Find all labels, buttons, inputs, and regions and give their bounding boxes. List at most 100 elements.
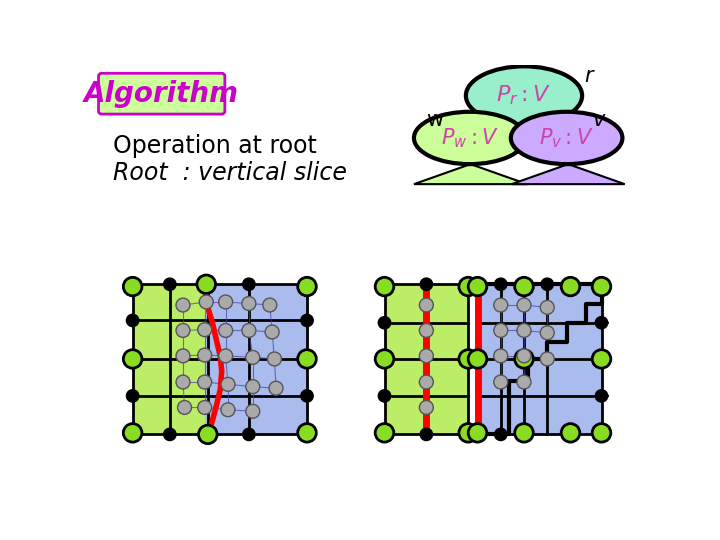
Circle shape (297, 423, 316, 442)
Circle shape (123, 278, 142, 296)
Text: Operation at root: Operation at root (113, 134, 317, 158)
Circle shape (199, 425, 217, 444)
Circle shape (263, 298, 276, 312)
Circle shape (297, 278, 316, 296)
Circle shape (243, 278, 255, 291)
Circle shape (595, 316, 608, 329)
Bar (132, 284, 307, 434)
Circle shape (243, 428, 255, 441)
Circle shape (494, 349, 508, 363)
Text: Root  : vertical slice: Root : vertical slice (113, 160, 347, 185)
Text: $P_v : V$: $P_v : V$ (539, 126, 594, 150)
Circle shape (517, 375, 531, 389)
Circle shape (495, 428, 507, 441)
Circle shape (198, 375, 212, 389)
Circle shape (561, 423, 580, 442)
Circle shape (420, 428, 433, 441)
Circle shape (459, 423, 477, 442)
Circle shape (242, 296, 256, 310)
Text: $P_w : V$: $P_w : V$ (441, 126, 499, 150)
Circle shape (221, 403, 235, 417)
Circle shape (468, 423, 487, 442)
Circle shape (517, 298, 531, 312)
Bar (477, 284, 601, 434)
Circle shape (468, 350, 487, 368)
Circle shape (375, 350, 394, 368)
Circle shape (419, 323, 433, 338)
Circle shape (127, 314, 139, 327)
Circle shape (595, 390, 608, 402)
Ellipse shape (414, 112, 526, 164)
Circle shape (246, 404, 260, 418)
Circle shape (219, 323, 233, 338)
Circle shape (219, 295, 233, 309)
Circle shape (269, 381, 283, 395)
Circle shape (198, 323, 212, 336)
Circle shape (378, 390, 391, 402)
Bar (384, 284, 468, 434)
Circle shape (246, 380, 260, 394)
Circle shape (267, 352, 282, 366)
Circle shape (593, 350, 611, 368)
Circle shape (301, 390, 313, 402)
Text: w: w (426, 110, 444, 130)
Circle shape (494, 323, 508, 338)
Circle shape (219, 349, 233, 363)
Circle shape (561, 278, 580, 296)
Ellipse shape (466, 66, 582, 125)
Circle shape (242, 323, 256, 338)
Circle shape (515, 423, 534, 442)
Circle shape (419, 349, 433, 363)
Circle shape (593, 278, 611, 296)
Circle shape (123, 350, 142, 368)
Circle shape (198, 401, 212, 414)
Circle shape (494, 298, 508, 312)
Circle shape (541, 278, 554, 291)
Text: $P_r : V$: $P_r : V$ (497, 84, 552, 107)
Circle shape (176, 375, 190, 389)
Circle shape (176, 323, 190, 338)
Circle shape (515, 350, 534, 368)
Ellipse shape (510, 112, 622, 164)
Polygon shape (512, 164, 625, 184)
Circle shape (178, 401, 192, 414)
Circle shape (375, 278, 394, 296)
Circle shape (419, 375, 433, 389)
Circle shape (494, 375, 508, 389)
Polygon shape (204, 284, 307, 434)
Circle shape (517, 323, 531, 338)
Circle shape (375, 423, 394, 442)
Circle shape (593, 423, 611, 442)
Polygon shape (414, 164, 527, 184)
Text: r: r (584, 66, 593, 86)
Circle shape (540, 300, 554, 314)
Circle shape (420, 278, 433, 291)
Circle shape (459, 278, 477, 296)
Circle shape (176, 349, 190, 363)
Circle shape (163, 428, 176, 441)
Circle shape (163, 278, 176, 291)
Circle shape (495, 278, 507, 291)
Circle shape (197, 275, 215, 294)
Circle shape (468, 278, 487, 296)
Circle shape (459, 350, 477, 368)
Text: v: v (593, 110, 606, 130)
Circle shape (265, 325, 279, 339)
Circle shape (419, 401, 433, 414)
Circle shape (297, 350, 316, 368)
Text: Algorithm: Algorithm (84, 80, 239, 107)
Circle shape (517, 349, 531, 363)
Circle shape (221, 377, 235, 392)
Circle shape (199, 295, 213, 309)
Circle shape (419, 298, 433, 312)
Circle shape (301, 314, 313, 327)
Circle shape (515, 278, 534, 296)
Circle shape (127, 390, 139, 402)
Circle shape (540, 352, 554, 366)
FancyBboxPatch shape (99, 73, 225, 114)
Circle shape (246, 350, 260, 365)
Circle shape (198, 348, 212, 362)
Circle shape (123, 423, 142, 442)
Circle shape (540, 326, 554, 340)
Circle shape (378, 316, 391, 329)
